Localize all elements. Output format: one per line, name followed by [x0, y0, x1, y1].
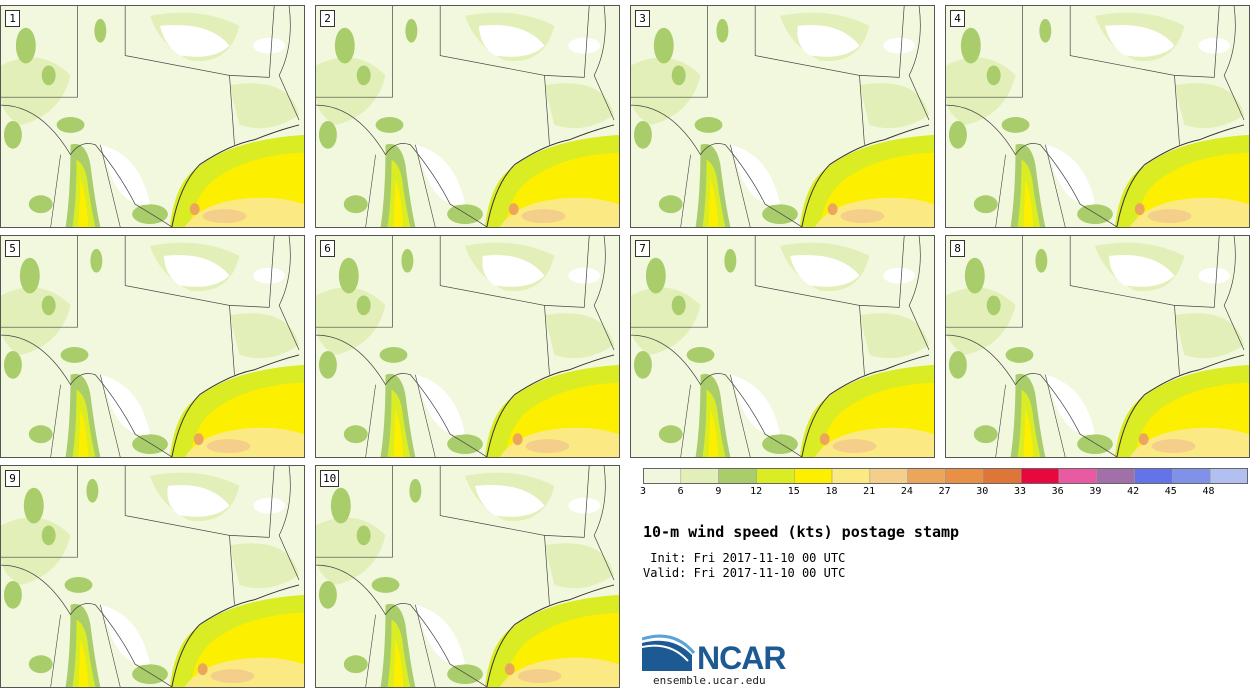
- panel-number: 10: [320, 470, 340, 487]
- stamp-panel: 3: [630, 5, 935, 228]
- colorbar-segment: [907, 468, 946, 484]
- colorbar-segment: [1058, 468, 1098, 484]
- init-time: Init: Fri 2017-11-10 00 UTC: [643, 551, 846, 565]
- panel-number: 1: [5, 10, 20, 27]
- wind-speed-colorbar: [643, 468, 1248, 484]
- colorbar-segment: [794, 468, 833, 484]
- colorbar-segment: [831, 468, 871, 484]
- colorbar-segment: [1209, 468, 1248, 484]
- stamp-panel: 6: [315, 235, 620, 458]
- panel-number: 6: [320, 240, 335, 257]
- colorbar-tick-label: 27: [938, 486, 951, 497]
- colorbar-tick-label: 12: [750, 486, 763, 497]
- panel-number: 7: [635, 240, 650, 257]
- stamp-panel: 8: [945, 235, 1250, 458]
- colorbar-segment: [718, 468, 757, 484]
- colorbar-segment: [869, 468, 908, 484]
- colorbar-tick-label: 48: [1202, 486, 1215, 497]
- panel-number: 5: [5, 240, 20, 257]
- colorbar-segment: [680, 468, 719, 484]
- colorbar-ticks: 3 6 9 12 15 18 21 24 27 30 33 36 39 42 45 48: [639, 486, 1248, 500]
- stamp-panel: 10: [315, 465, 620, 688]
- colorbar-segment: [1096, 468, 1135, 484]
- valid-time: Valid: Fri 2017-11-10 00 UTC: [643, 566, 846, 580]
- stamp-panel: 7: [630, 235, 935, 458]
- panel-number: 3: [635, 10, 650, 27]
- panel-number: 4: [950, 10, 965, 27]
- colorbar-tick-label: 3: [639, 486, 647, 497]
- stamp-panel: 5: [0, 235, 305, 458]
- colorbar-segment: [983, 468, 1022, 484]
- colorbar-tick-label: 24: [900, 486, 913, 497]
- ncar-logo-icon: [642, 634, 696, 671]
- colorbar-segment: [643, 468, 682, 484]
- colorbar-tick-label: 45: [1164, 486, 1177, 497]
- stamp-panel: 4: [945, 5, 1250, 228]
- colorbar-segment: [1134, 468, 1173, 484]
- ncar-logo-swoosh: [642, 640, 692, 671]
- panel-number: 2: [320, 10, 335, 27]
- colorbar-tick-label: 6: [677, 486, 684, 497]
- ncar-logo-text: NCAR: [697, 640, 786, 676]
- colorbar-tick-label: 30: [976, 486, 989, 497]
- colorbar-tick-label: 18: [825, 486, 838, 497]
- colorbar-tick-label: 33: [1013, 486, 1027, 497]
- colorbar-tick-label: 36: [1051, 486, 1064, 497]
- colorbar-segment: [945, 468, 984, 484]
- plot-title: 10-m wind speed (kts) postage stamp: [643, 523, 960, 541]
- panel-number: 8: [950, 240, 965, 257]
- panel-number: 9: [5, 470, 20, 487]
- colorbar-tick-label: 15: [787, 486, 800, 497]
- colorbar-segment: [1020, 468, 1060, 484]
- colorbar-tick-label: 42: [1127, 486, 1140, 497]
- colorbar-segment: [756, 468, 795, 484]
- colorbar-tick-label: 9: [715, 486, 722, 497]
- colorbar-tick-label: 21: [863, 486, 876, 497]
- stamp-panel: 1: [0, 5, 305, 228]
- colorbar-tick-label: 39: [1089, 486, 1102, 497]
- site-url: ensemble.ucar.edu: [653, 674, 766, 687]
- stamp-panel: 2: [315, 5, 620, 228]
- stamp-panel: 9: [0, 465, 305, 688]
- colorbar-segment: [1172, 468, 1211, 484]
